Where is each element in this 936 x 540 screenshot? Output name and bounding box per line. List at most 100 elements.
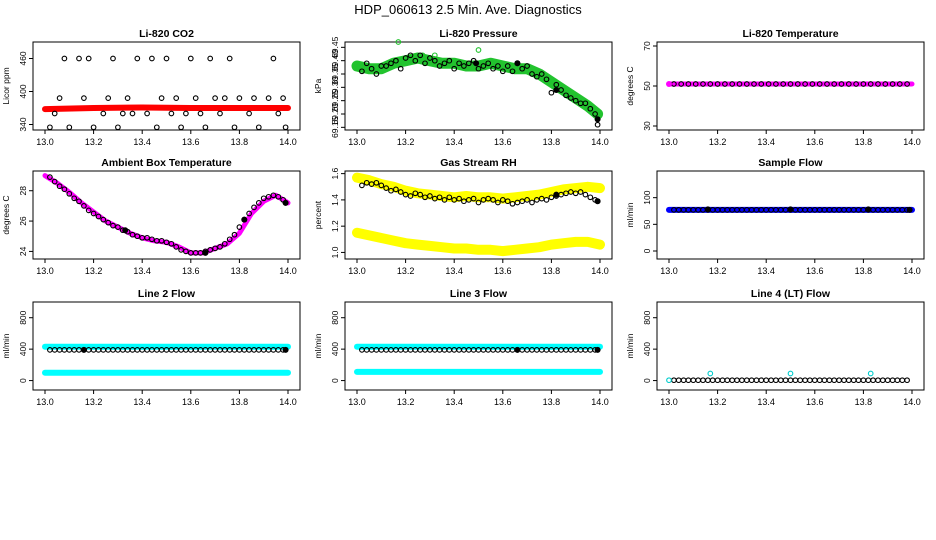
data-point <box>427 193 433 199</box>
data-point <box>212 95 218 101</box>
data-point <box>217 110 223 117</box>
data-point <box>572 97 579 104</box>
data-point <box>395 39 402 45</box>
plot-frame <box>32 301 301 391</box>
data-point <box>867 370 874 377</box>
data-point <box>192 95 199 101</box>
data-point <box>461 198 467 205</box>
data-point <box>85 55 92 62</box>
y-tick-label: 69.40 <box>330 50 340 72</box>
series-0 <box>42 173 291 256</box>
y-axis-label: degrees C <box>1 195 11 234</box>
data-point <box>724 377 731 384</box>
data-point <box>422 194 428 201</box>
data-point <box>889 81 896 87</box>
series-1 <box>352 227 605 257</box>
data-point <box>485 60 492 67</box>
data-point <box>461 63 467 69</box>
data-point <box>899 377 906 384</box>
series-1 <box>671 81 910 87</box>
x-tick-label: 13.8 <box>855 137 873 147</box>
data-point <box>76 198 82 205</box>
data-point <box>690 377 697 384</box>
x-tick-label: 13.0 <box>660 266 678 276</box>
x-tick-label: 14.0 <box>591 266 609 276</box>
x-tick-label: 13.8 <box>543 266 561 276</box>
x-tick-label: 13.0 <box>36 266 54 276</box>
data-point <box>504 63 511 69</box>
data-point <box>495 63 501 69</box>
data-point <box>722 81 728 87</box>
data-point <box>451 65 458 72</box>
data-point <box>231 124 238 131</box>
data-point <box>105 95 112 101</box>
x-tick-label: 13.2 <box>397 137 415 147</box>
series-3 <box>553 191 601 205</box>
data-point <box>76 55 82 62</box>
data-point <box>105 219 112 226</box>
series-2 <box>666 81 672 87</box>
x-tick-label: 14.0 <box>279 266 297 276</box>
x-tick-label: 13.4 <box>133 137 151 147</box>
chart-line3: Line 3 Flow ml/min 13.0 13.2 13.4 13.6 13.8 14.… <box>313 288 613 407</box>
data-point <box>407 193 414 199</box>
data-point <box>85 207 92 214</box>
data-point <box>412 190 419 197</box>
data-point <box>436 194 443 201</box>
data-point <box>787 81 794 87</box>
x-tick-label: 13.8 <box>855 397 873 407</box>
data-point <box>884 377 891 384</box>
data-point <box>183 248 189 255</box>
x-tick-label: 13.4 <box>445 137 463 147</box>
x-tick-label: 13.0 <box>660 137 678 147</box>
y-axis-label: percent <box>313 200 323 229</box>
data-point <box>397 65 404 72</box>
data-point <box>777 377 784 384</box>
data-point <box>490 65 496 72</box>
data-point <box>736 81 743 87</box>
series-1 <box>47 55 289 131</box>
y-axis-label: kPa <box>313 78 323 93</box>
page-title: HDP_060613 2.5 Min. Ave. Diagnostics <box>354 2 582 17</box>
data-point <box>251 204 257 211</box>
data-point <box>807 377 813 384</box>
data-point <box>739 377 745 384</box>
x-tick-label: 13.2 <box>709 137 727 147</box>
y-tick-label: 0 <box>18 378 28 383</box>
data-point <box>178 247 184 253</box>
y-tick-label: 1.2 <box>330 220 340 232</box>
chart-title: Sample Flow <box>758 157 823 169</box>
data-point <box>359 68 365 75</box>
data-point <box>56 183 63 190</box>
data-point <box>734 377 740 384</box>
data-point <box>838 81 845 87</box>
data-point <box>906 206 913 213</box>
data-point <box>158 95 165 101</box>
data-point <box>567 95 574 101</box>
data-point <box>383 63 390 69</box>
data-point <box>773 377 779 384</box>
data-point <box>587 194 594 201</box>
data-point <box>666 377 672 384</box>
data-point <box>402 55 409 61</box>
series-0 <box>42 104 291 113</box>
series-1 <box>395 39 482 59</box>
y-axis-label: ml/min <box>313 333 323 358</box>
data-point <box>158 237 165 244</box>
y-tick-label: 30 <box>642 121 652 131</box>
data-point <box>685 81 692 87</box>
data-point <box>504 198 511 205</box>
chart-sample: Sample Flow ml/min 13.0 13.2 13.4 13.6 13.8 14.… <box>625 157 925 276</box>
data-point <box>519 65 526 72</box>
data-point <box>236 95 243 101</box>
data-point <box>896 81 903 87</box>
data-point <box>700 81 706 87</box>
data-point <box>743 377 750 384</box>
data-point <box>100 110 107 117</box>
series-0 <box>671 377 910 384</box>
x-tick-label: 13.0 <box>348 137 366 147</box>
y-tick-label: 0 <box>642 248 652 253</box>
data-point <box>867 81 874 87</box>
data-point <box>183 110 189 117</box>
